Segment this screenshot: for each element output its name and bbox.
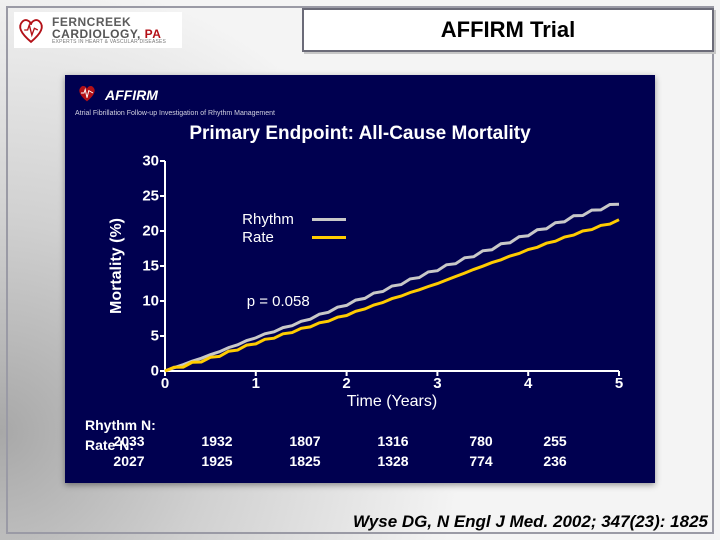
legend-entry: Rhythm: [242, 210, 346, 228]
ferncreek-logo: FERNCREEK CARDIOLOGY, PA EXPERTS IN HEAR…: [14, 12, 182, 48]
n-table-cell: 1316: [349, 433, 437, 449]
x-tick-label: 5: [604, 375, 634, 392]
n-table-cell: 236: [525, 453, 585, 469]
n-table-cell: 255: [525, 433, 585, 449]
x-axis-label: Time (Years): [165, 393, 619, 411]
y-tick-label: 5: [131, 328, 159, 345]
n-table-cell: 774: [437, 453, 525, 469]
x-tick-label: 2: [332, 375, 362, 392]
x-tick-label: 4: [513, 375, 543, 392]
n-table-cell: 1925: [173, 453, 261, 469]
n-table-cell: 1825: [261, 453, 349, 469]
ferncreek-heart-icon: [14, 13, 48, 47]
legend: RhythmRate: [242, 210, 346, 246]
legend-swatch: [312, 218, 346, 221]
series-rate-line: [165, 220, 619, 371]
n-table-cell: 1807: [261, 433, 349, 449]
x-tick-label: 0: [150, 375, 180, 392]
plot-area: [165, 161, 619, 371]
y-tick-label: 15: [131, 258, 159, 275]
y-tick-label: 30: [131, 153, 159, 170]
legend-entry: Rate: [242, 228, 346, 246]
n-table-cell: 2027: [85, 453, 173, 469]
y-tick-label: 10: [131, 293, 159, 310]
n-table-cell: 780: [437, 433, 525, 449]
chart-title: Primary Endpoint: All-Cause Mortality: [65, 123, 655, 145]
corp-logo-line3: EXPERTS IN HEART & VASCULAR DISEASES: [52, 40, 166, 45]
affirm-subtitle: Atrial Fibrillation Follow-up Investigat…: [75, 110, 275, 117]
y-tick-label: 20: [131, 223, 159, 240]
affirm-name: AFFIRM: [105, 87, 158, 103]
series-rhythm-line: [165, 204, 619, 371]
y-axis-label: Mortality (%): [107, 161, 127, 371]
legend-swatch: [312, 236, 346, 239]
n-table-cell: 1328: [349, 453, 437, 469]
n-table-row: Rhythm N:2033193218071316780255: [85, 417, 655, 435]
slide-title: AFFIRM Trial: [302, 8, 714, 52]
x-tick-label: 1: [241, 375, 271, 392]
affirm-logo: AFFIRM Atrial Fibrillation Follow-up Inv…: [75, 81, 275, 117]
n-at-risk-table: Rhythm N:2033193218071316780255Rate N:20…: [85, 417, 655, 457]
n-table-cell: 1932: [173, 433, 261, 449]
x-tick-label: 3: [422, 375, 452, 392]
y-tick-label: 25: [131, 188, 159, 205]
citation: Wyse DG, N Engl J Med. 2002; 347(23): 18…: [353, 512, 708, 532]
legend-label: Rhythm: [242, 211, 302, 228]
affirm-heart-icon: [75, 81, 99, 108]
legend-label: Rate: [242, 229, 302, 246]
chart-panel: AFFIRM Atrial Fibrillation Follow-up Inv…: [65, 75, 655, 483]
n-table-label: Rhythm N:: [85, 417, 163, 433]
n-table-label: Rate N:: [85, 437, 163, 453]
p-value: p = 0.058: [247, 293, 310, 310]
